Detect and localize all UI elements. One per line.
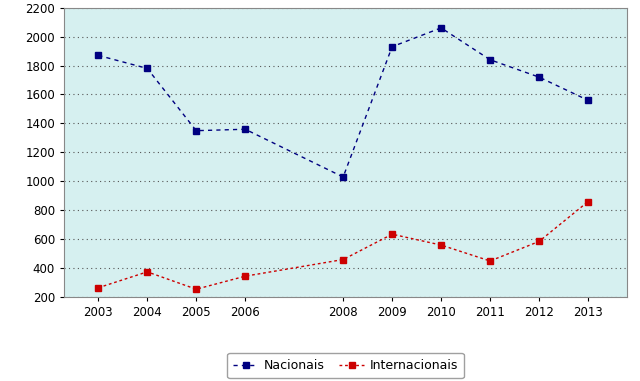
Nacionais (241, 127, 249, 131)
Nacionais (95, 53, 102, 58)
Internacionais (241, 274, 249, 279)
Internacionais (193, 287, 200, 291)
Internacionais (95, 285, 102, 290)
Line: Nacionais: Nacionais (95, 24, 591, 181)
Nacionais (486, 58, 494, 62)
Internacionais (339, 257, 347, 262)
Internacionais (486, 259, 494, 263)
Nacionais (584, 98, 592, 102)
Nacionais (339, 175, 347, 179)
Internacionais (584, 199, 592, 204)
Nacionais (388, 45, 396, 49)
Nacionais (193, 128, 200, 133)
Legend: Nacionais, Internacionais: Nacionais, Internacionais (227, 353, 464, 378)
Internacionais (388, 232, 396, 237)
Nacionais (437, 26, 445, 30)
Internacionais (535, 239, 543, 244)
Internacionais (143, 270, 151, 274)
Internacionais (437, 243, 445, 247)
Line: Internacionais: Internacionais (95, 198, 591, 293)
Nacionais (535, 75, 543, 79)
Nacionais (143, 66, 151, 71)
